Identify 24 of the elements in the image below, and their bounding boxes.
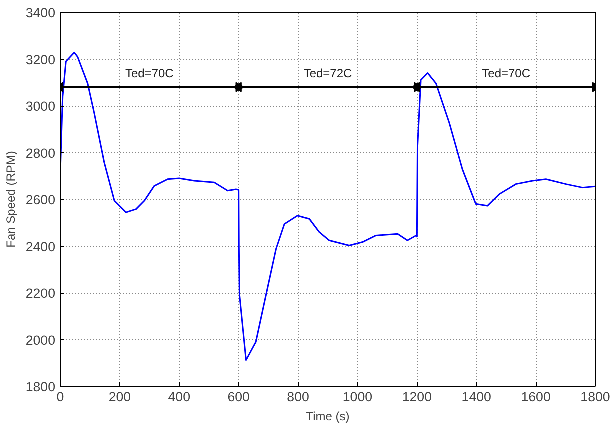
annotation: Ted=70C bbox=[125, 66, 174, 80]
y-tick-label: 3200 bbox=[26, 52, 56, 68]
x-tick-label: 1400 bbox=[462, 390, 492, 404]
x-axis-title: Time (s) bbox=[306, 410, 350, 424]
x-tick-label: 1800 bbox=[580, 390, 610, 404]
y-tick-label: 2000 bbox=[26, 332, 56, 348]
x-tick-label: 1600 bbox=[521, 390, 551, 404]
annotation: Ted=72C bbox=[304, 66, 353, 80]
x-tick-label: 400 bbox=[168, 390, 191, 404]
annotation: Ted=70C bbox=[482, 66, 531, 80]
x-tick-label: 200 bbox=[108, 390, 132, 404]
y-tick-label: 3400 bbox=[26, 6, 56, 20]
y-tick-label: 2800 bbox=[26, 146, 56, 161]
x-tick-label: 800 bbox=[287, 390, 310, 404]
y-tick-label: 1800 bbox=[26, 380, 56, 394]
x-tick-label: 600 bbox=[228, 390, 250, 404]
y-tick-label: 2400 bbox=[26, 239, 56, 254]
y-tick-label: 2600 bbox=[26, 192, 56, 208]
x-tick-label: 1000 bbox=[342, 390, 373, 404]
x-tick-label: 1200 bbox=[402, 390, 432, 404]
y-tick-label: 2200 bbox=[26, 286, 56, 301]
y-axis-title: Fan Speed (RPM) bbox=[4, 151, 18, 248]
x-tick-label: 0 bbox=[56, 390, 64, 404]
y-tick-label: 3000 bbox=[26, 99, 56, 114]
